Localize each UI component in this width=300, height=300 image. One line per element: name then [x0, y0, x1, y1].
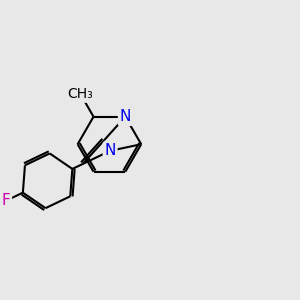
Text: N: N — [104, 143, 116, 158]
Text: CH₃: CH₃ — [68, 87, 93, 101]
Text: N: N — [120, 109, 131, 124]
Text: F: F — [2, 193, 10, 208]
